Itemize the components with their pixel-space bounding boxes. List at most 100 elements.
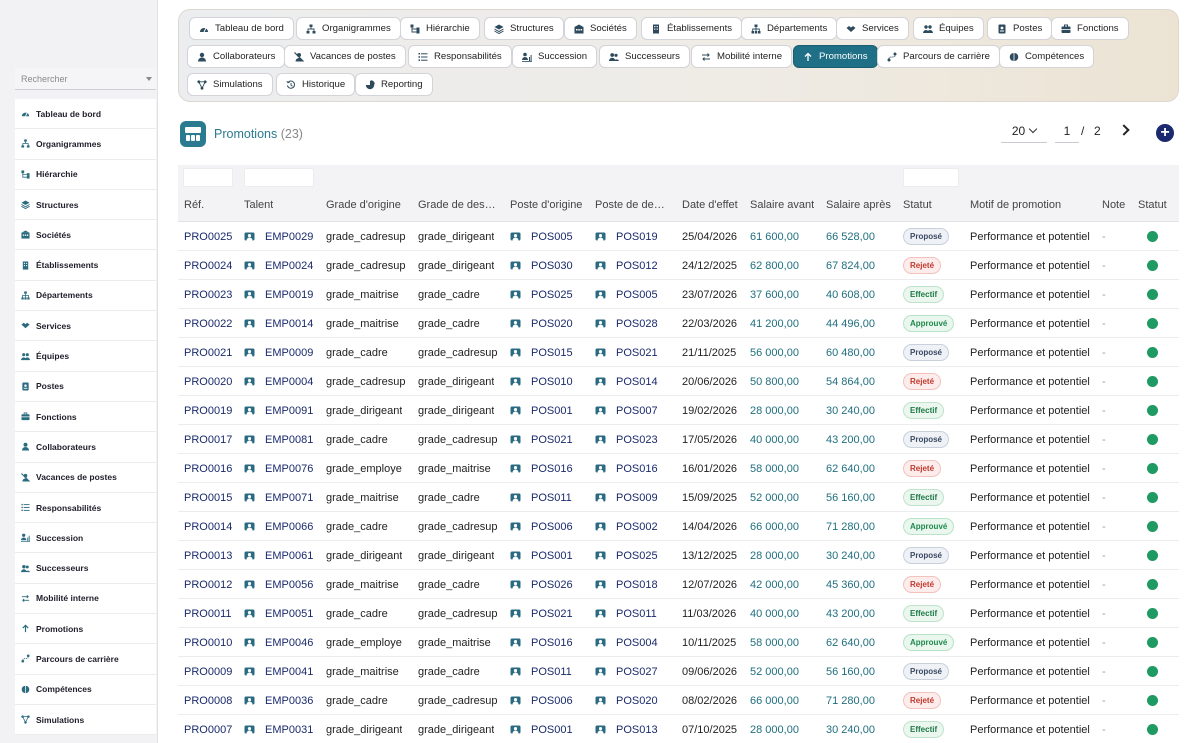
post-to-cell[interactable]: POS005 [595, 280, 658, 309]
table-row[interactable]: PRO0008 EMP0036 grade_cadre grade_cadresup P… [178, 686, 1179, 715]
post-from-cell[interactable]: POS025 [510, 280, 573, 309]
sidebar-item-1[interactable]: Organigrammes [15, 129, 156, 160]
talent-cell[interactable]: EMP0041 [244, 657, 313, 686]
ref-cell[interactable]: PRO0015 [184, 483, 232, 512]
sidebar-item-9[interactable]: Postes [15, 372, 156, 402]
next-page-button[interactable] [1116, 122, 1132, 138]
sidebar-item-10[interactable]: Fonctions [15, 402, 156, 433]
toolbar-chip-20[interactable]: Simulations [187, 73, 273, 96]
talent-cell[interactable]: EMP0019 [244, 280, 313, 309]
talent-cell[interactable]: EMP0066 [244, 512, 313, 541]
talent-cell[interactable]: EMP0004 [244, 367, 313, 396]
ref-cell[interactable]: PRO0022 [184, 309, 232, 338]
sidebar-item-18[interactable]: Parcours de carrière [15, 644, 156, 675]
table-row[interactable]: PRO0022 EMP0014 grade_maitrise grade_cadre P… [178, 309, 1179, 338]
post-to-cell[interactable]: POS018 [595, 570, 658, 599]
post-from-cell[interactable]: POS021 [510, 599, 573, 628]
sidebar-item-4[interactable]: Sociétés [15, 220, 156, 251]
ref-cell[interactable]: PRO0013 [184, 541, 232, 570]
talent-cell[interactable]: EMP0056 [244, 570, 313, 599]
post-to-cell[interactable]: POS023 [595, 425, 658, 454]
sidebar-item-14[interactable]: Succession [15, 523, 156, 554]
toolbar-chip-3[interactable]: Structures [484, 17, 564, 40]
sidebar-item-6[interactable]: Départements [15, 281, 156, 312]
sidebar-item-16[interactable]: Mobilité interne [15, 584, 156, 615]
ref-cell[interactable]: PRO0016 [184, 454, 232, 483]
toolbar-chip-17[interactable]: Promotions [793, 45, 878, 68]
toolbar-chip-14[interactable]: Succession [512, 45, 598, 68]
talent-cell[interactable]: EMP0076 [244, 454, 313, 483]
post-from-cell[interactable]: POS006 [510, 686, 573, 715]
toolbar-chip-5[interactable]: Établissements [641, 17, 743, 40]
sidebar-item-13[interactable]: Responsabilités [15, 493, 156, 524]
post-to-cell[interactable]: POS016 [595, 454, 658, 483]
toolbar-chip-18[interactable]: Parcours de carrière [877, 45, 1000, 68]
post-from-cell[interactable]: POS026 [510, 570, 573, 599]
column-filter-input[interactable] [244, 168, 314, 187]
column-header[interactable]: Grade d'origine [326, 199, 401, 211]
table-row[interactable]: PRO0025 EMP0029 grade_cadresup grade_dirige… [178, 222, 1179, 251]
toolbar-chip-2[interactable]: Hiérarchie [400, 17, 480, 40]
sidebar-item-15[interactable]: Successeurs [15, 553, 156, 584]
talent-cell[interactable]: EMP0029 [244, 222, 313, 251]
column-header[interactable]: Salaire après [826, 199, 891, 211]
talent-cell[interactable]: EMP0071 [244, 483, 313, 512]
page-size-select[interactable]: 20 [1001, 119, 1047, 143]
sidebar-item-12[interactable]: Vacances de postes [15, 463, 156, 493]
table-row[interactable]: PRO0021 EMP0009 grade_cadre grade_cadresup P… [178, 338, 1179, 367]
talent-cell[interactable]: EMP0061 [244, 541, 313, 570]
current-page-input[interactable]: 1 [1055, 119, 1079, 143]
talent-cell[interactable]: EMP0036 [244, 686, 313, 715]
post-from-cell[interactable]: POS010 [510, 367, 573, 396]
column-header[interactable]: Date d'effet [682, 199, 738, 211]
sidebar-item-20[interactable]: Simulations [15, 705, 156, 736]
ref-cell[interactable]: PRO0025 [184, 222, 232, 251]
sidebar-item-0[interactable]: Tableau de bord [15, 99, 156, 130]
post-from-cell[interactable]: POS016 [510, 628, 573, 657]
post-to-cell[interactable]: POS011 [595, 599, 657, 628]
sidebar-item-19[interactable]: Compétences [15, 675, 156, 705]
sidebar-item-3[interactable]: Structures [15, 190, 156, 221]
post-from-cell[interactable]: POS001 [510, 396, 573, 425]
post-from-cell[interactable]: POS001 [510, 541, 573, 570]
column-header[interactable]: Réf. [184, 199, 205, 211]
toolbar-chip-9[interactable]: Postes [987, 17, 1053, 40]
sidebar-item-2[interactable]: Hiérarchie [15, 160, 156, 190]
table-row[interactable]: PRO0019 EMP0091 grade_dirigeant grade_dirig… [178, 396, 1179, 425]
ref-cell[interactable]: PRO0010 [184, 628, 232, 657]
ref-cell[interactable]: PRO0021 [184, 338, 232, 367]
column-header[interactable]: Motif de promotion [970, 199, 1062, 211]
post-from-cell[interactable]: POS020 [510, 309, 573, 338]
ref-cell[interactable]: PRO0023 [184, 280, 232, 309]
column-header[interactable]: Salaire avant [750, 199, 815, 211]
table-row[interactable]: PRO0013 EMP0061 grade_dirigeant grade_dirig… [178, 541, 1179, 570]
toolbar-chip-16[interactable]: Mobilité interne [691, 45, 793, 68]
table-row[interactable]: PRO0011 EMP0051 grade_cadre grade_cadresup P… [178, 599, 1179, 628]
ref-cell[interactable]: PRO0011 [184, 599, 232, 628]
talent-cell[interactable]: EMP0051 [244, 599, 313, 628]
sidebar-item-5[interactable]: Établissements [15, 250, 156, 281]
toolbar-chip-19[interactable]: Compétences [999, 45, 1095, 68]
sidebar-item-17[interactable]: Promotions [15, 614, 156, 645]
ref-cell[interactable]: PRO0024 [184, 251, 232, 280]
column-header[interactable]: Note [1102, 199, 1126, 211]
table-row[interactable]: PRO0017 EMP0081 grade_cadre grade_cadresup P… [178, 425, 1179, 454]
column-header[interactable]: Statut [903, 199, 932, 211]
toolbar-chip-6[interactable]: Départements [741, 17, 838, 40]
talent-cell[interactable]: EMP0046 [244, 628, 313, 657]
post-from-cell[interactable]: POS005 [510, 222, 573, 251]
column-filter-input[interactable] [903, 168, 959, 187]
post-from-cell[interactable]: POS021 [510, 425, 573, 454]
post-from-cell[interactable]: POS015 [510, 338, 573, 367]
talent-cell[interactable]: EMP0024 [244, 251, 313, 280]
toolbar-chip-10[interactable]: Fonctions [1051, 17, 1129, 40]
talent-cell[interactable]: EMP0014 [244, 309, 313, 338]
toolbar-chip-11[interactable]: Collaborateurs [187, 45, 286, 68]
post-to-cell[interactable]: POS013 [595, 715, 658, 743]
post-to-cell[interactable]: POS028 [595, 309, 658, 338]
toolbar-chip-8[interactable]: Équipes [913, 17, 984, 40]
table-row[interactable]: PRO0023 EMP0019 grade_maitrise grade_cadre P… [178, 280, 1179, 309]
table-row[interactable]: PRO0014 EMP0066 grade_cadre grade_cadresup P… [178, 512, 1179, 541]
ref-cell[interactable]: PRO0012 [184, 570, 232, 599]
table-row[interactable]: PRO0012 EMP0056 grade_maitrise grade_cadre P… [178, 570, 1179, 599]
